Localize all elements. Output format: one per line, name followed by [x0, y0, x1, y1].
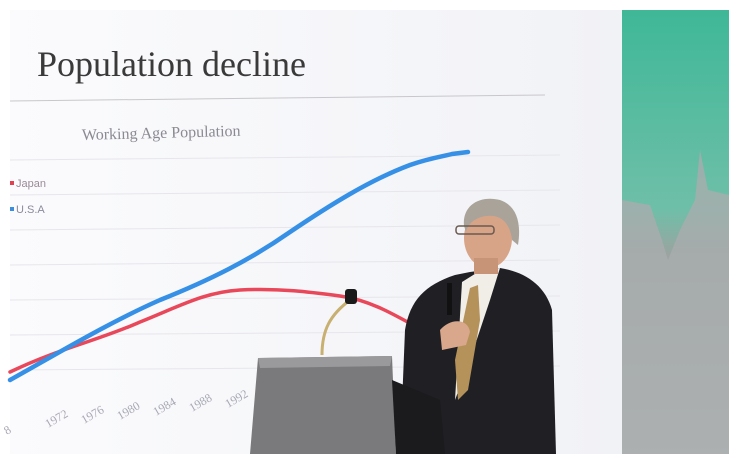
podium-top: [258, 356, 392, 368]
legend-swatch: [10, 207, 14, 211]
slide-title: Population decline: [37, 44, 306, 84]
legend-swatch: [10, 181, 14, 185]
legend-label: Japan: [16, 178, 46, 190]
handheld-mic: [447, 283, 452, 315]
microphone: [345, 289, 357, 304]
podium: [250, 356, 396, 454]
neck: [474, 258, 498, 274]
legend-label: U.S.A: [16, 204, 45, 216]
photo: Population decline Working Age Populatio…: [0, 0, 729, 454]
